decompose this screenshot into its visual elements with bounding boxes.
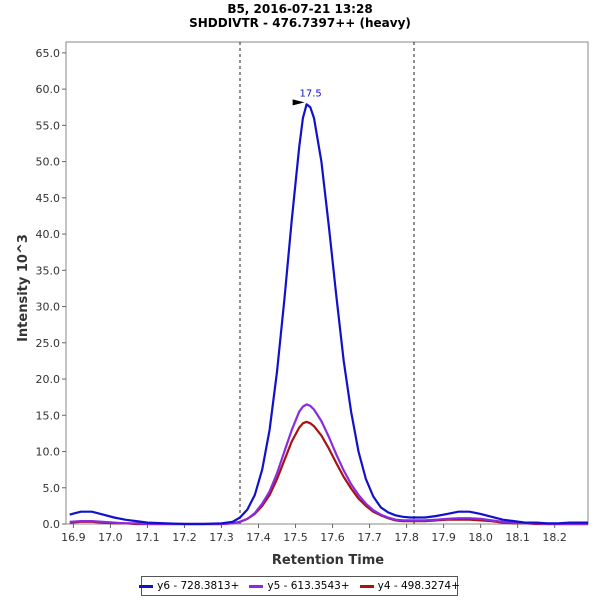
y-tick-label-12: 60.0: [36, 83, 61, 96]
x-tick-label-0: 16.9: [61, 531, 86, 544]
legend-swatch-2: [359, 584, 374, 588]
x-tick-label-5: 17.4: [246, 531, 271, 544]
peak-marker-icon: [292, 99, 305, 106]
x-axis-label: Retention Time: [272, 553, 384, 568]
x-tick-label-8: 17.7: [357, 531, 382, 544]
y-tick-label-7: 35.0: [36, 264, 61, 277]
legend-label-0: y6 - 728.3813+: [157, 580, 240, 592]
x-tick-label-2: 17.1: [135, 531, 160, 544]
plot-frame: [65, 41, 589, 525]
y-tick-label-4: 20.0: [36, 373, 61, 386]
legend-swatch-0: [139, 584, 154, 588]
peak-label: 17.5: [300, 88, 322, 99]
chart-title: B5, 2016-07-21 13:28: [227, 2, 373, 16]
legend-item-1: y5 - 613.3543+: [249, 580, 350, 592]
x-tick-label-10: 17.9: [431, 531, 456, 544]
legend-label-2: y4 - 498.3274+: [377, 580, 460, 592]
y-tick-label-9: 45.0: [36, 192, 61, 205]
y-tick-label-5: 25.0: [36, 337, 61, 350]
legend-item-2: y4 - 498.3274+: [359, 580, 460, 592]
series-line-1: [69, 403, 588, 526]
legend-item-0: y6 - 728.3813+: [139, 580, 239, 592]
y-axis-label: Intensity 10^3: [16, 234, 31, 342]
y-tick-label-0: 0.0: [43, 518, 61, 531]
y-tick-label-1: 5.0: [43, 482, 61, 495]
series-line-0: [69, 103, 588, 526]
y-tick-label-3: 15.0: [36, 409, 61, 422]
legend-label-1: y5 - 613.3543+: [267, 580, 350, 592]
x-tick-label-13: 18.2: [542, 531, 567, 544]
plot-area: 0.0 5.0 10.0 15.0 20.0 25.0 30.0 35.0 40.0 45.0 50…: [16, 41, 589, 568]
legend: y6 - 728.3813+ y5 - 613.3543+ y4 - 498.327…: [139, 576, 460, 596]
x-tick-label-9: 17.8: [394, 531, 419, 544]
y-tick-label-8: 40.0: [36, 228, 61, 241]
x-tick-label-6: 17.5: [283, 531, 308, 544]
y-tick-label-10: 50.0: [36, 156, 61, 169]
x-tick-label-7: 17.6: [320, 531, 345, 544]
y-tick-label-2: 10.0: [36, 446, 61, 459]
y-tick-label-6: 30.0: [36, 301, 61, 314]
x-tick-label-1: 17.0: [98, 531, 123, 544]
x-tick-label-3: 17.2: [172, 531, 197, 544]
y-tick-label-11: 55.0: [36, 119, 61, 132]
chart-subtitle: SHDDIVTR - 476.7397++ (heavy): [189, 16, 411, 30]
x-tick-label-11: 18.0: [468, 531, 493, 544]
y-tick-label-13: 65.0: [36, 47, 61, 60]
legend-swatch-1: [249, 584, 264, 588]
x-tick-label-12: 18.1: [505, 531, 530, 544]
x-tick-label-4: 17.3: [209, 531, 234, 544]
